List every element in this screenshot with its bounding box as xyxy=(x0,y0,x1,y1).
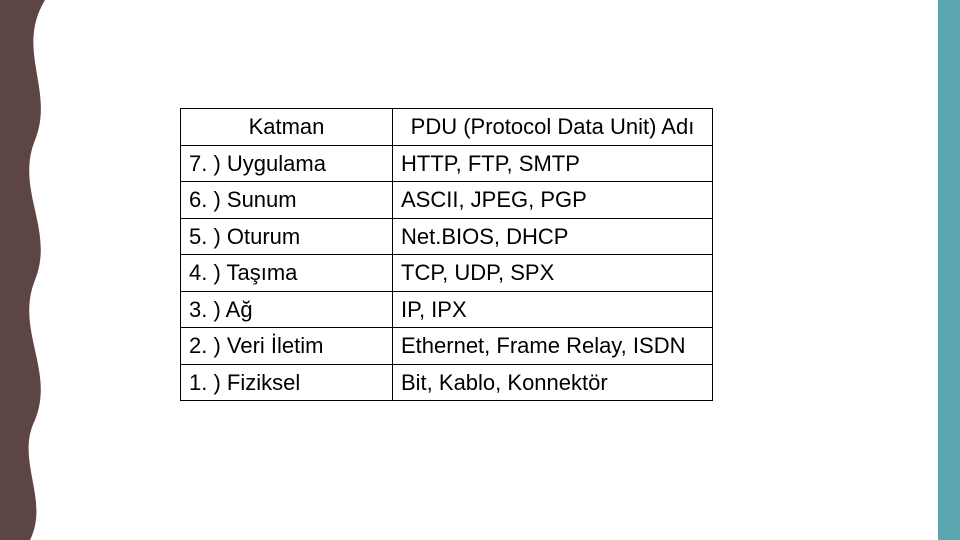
cell-pdu: TCP, UDP, SPX xyxy=(393,255,713,292)
cell-pdu: HTTP, FTP, SMTP xyxy=(393,145,713,182)
table-row: 6. ) Sunum ASCII, JPEG, PGP xyxy=(181,182,713,219)
header-layer: Katman xyxy=(181,109,393,146)
table-header-row: Katman PDU (Protocol Data Unit) Adı xyxy=(181,109,713,146)
cell-layer: 3. ) Ağ xyxy=(181,291,393,328)
right-accent-bar xyxy=(938,0,960,540)
cell-pdu: Bit, Kablo, Konnektör xyxy=(393,364,713,401)
cell-pdu: Ethernet, Frame Relay, ISDN xyxy=(393,328,713,365)
table-row: 3. ) Ağ IP, IPX xyxy=(181,291,713,328)
wave-shape xyxy=(0,0,45,540)
header-pdu: PDU (Protocol Data Unit) Adı xyxy=(393,109,713,146)
table-row: 5. ) Oturum Net.BIOS, DHCP xyxy=(181,218,713,255)
cell-pdu: ASCII, JPEG, PGP xyxy=(393,182,713,219)
cell-layer: 1. ) Fiziksel xyxy=(181,364,393,401)
cell-layer: 6. ) Sunum xyxy=(181,182,393,219)
table-row: 1. ) Fiziksel Bit, Kablo, Konnektör xyxy=(181,364,713,401)
cell-layer: 4. ) Taşıma xyxy=(181,255,393,292)
cell-layer: 2. ) Veri İletim xyxy=(181,328,393,365)
cell-pdu: Net.BIOS, DHCP xyxy=(393,218,713,255)
table-row: 2. ) Veri İletim Ethernet, Frame Relay, … xyxy=(181,328,713,365)
osi-layers-table-container: Katman PDU (Protocol Data Unit) Adı 7. )… xyxy=(180,108,713,401)
osi-layers-table: Katman PDU (Protocol Data Unit) Adı 7. )… xyxy=(180,108,713,401)
table-row: 4. ) Taşıma TCP, UDP, SPX xyxy=(181,255,713,292)
cell-layer: 7. ) Uygulama xyxy=(181,145,393,182)
cell-pdu: IP, IPX xyxy=(393,291,713,328)
cell-layer: 5. ) Oturum xyxy=(181,218,393,255)
table-row: 7. ) Uygulama HTTP, FTP, SMTP xyxy=(181,145,713,182)
left-wave-decoration xyxy=(0,0,60,540)
